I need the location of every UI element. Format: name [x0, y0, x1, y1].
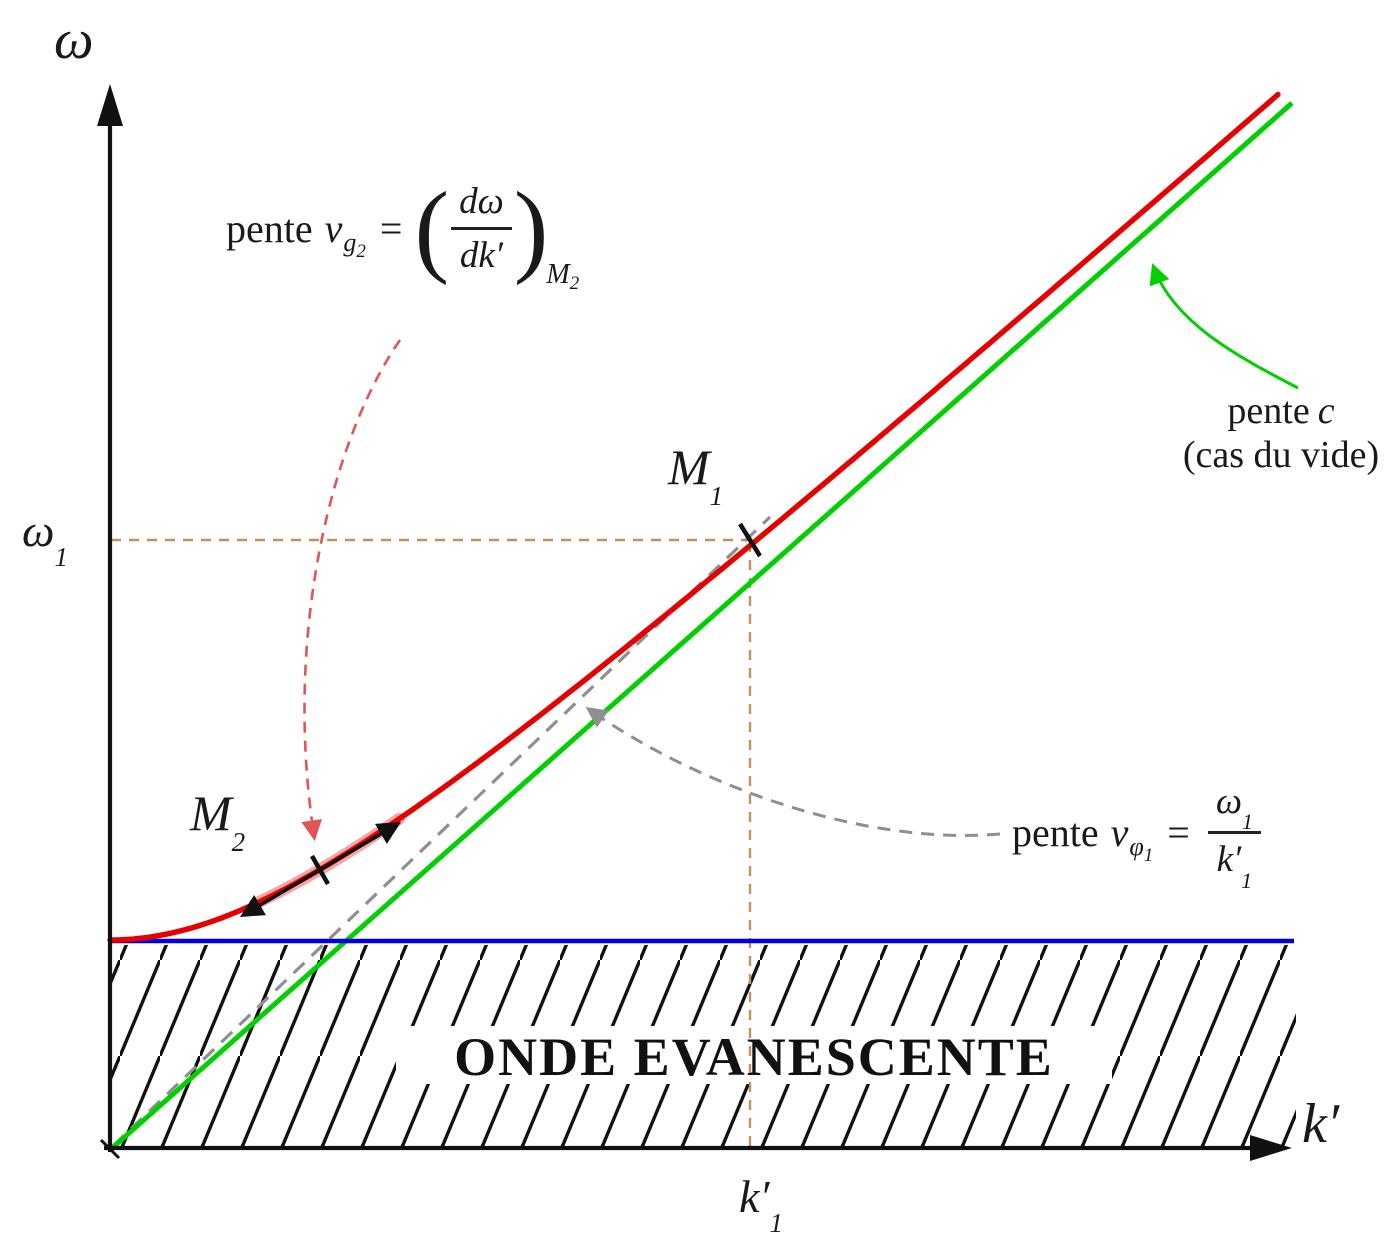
annotation-text: pente: [226, 206, 313, 251]
phase-velocity-annotation: pente v φ1 = ω1 k′1: [1012, 780, 1265, 893]
group-velocity-annotation: pente v g2 = ( dω dk′ ) M2: [226, 170, 580, 294]
x-axis-label: k′: [1302, 1093, 1340, 1155]
vacuum-slope-annotation: pente c (cas du vide): [1182, 390, 1380, 476]
close-paren: ): [513, 170, 549, 286]
omega1-tick-label: ω1: [22, 505, 68, 573]
y-axis-arrowhead: [97, 84, 123, 126]
w1-k1-fraction: ω1 k′1: [1207, 780, 1261, 893]
point-m1-label: M1: [668, 439, 724, 511]
x-axis-arrowhead: [1250, 1135, 1292, 1161]
phase-velocity-pointer-arrow: [585, 706, 1001, 837]
region-label-background: [396, 1026, 1112, 1084]
m1-tick: [738, 522, 762, 558]
dw-dk-fraction: dω dk′: [451, 180, 512, 277]
evanescent-region-label: ONDE EVANESCENTE: [454, 1027, 1054, 1087]
point-m2-label: M2: [190, 785, 246, 857]
open-paren: (: [414, 170, 450, 286]
group-velocity-pointer-arrow: [301, 339, 402, 842]
tangent-highlight: [249, 812, 405, 910]
vacuum-slope-pointer-arrow: [1149, 263, 1299, 390]
m2-tick: [310, 854, 330, 886]
vacuum-light-line: [108, 101, 1294, 1152]
y-axis-label: ω: [54, 9, 94, 71]
k1-tick-label: k′1: [739, 1171, 783, 1239]
